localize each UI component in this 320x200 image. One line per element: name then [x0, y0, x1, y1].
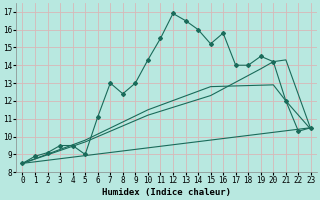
X-axis label: Humidex (Indice chaleur): Humidex (Indice chaleur) [102, 188, 231, 197]
